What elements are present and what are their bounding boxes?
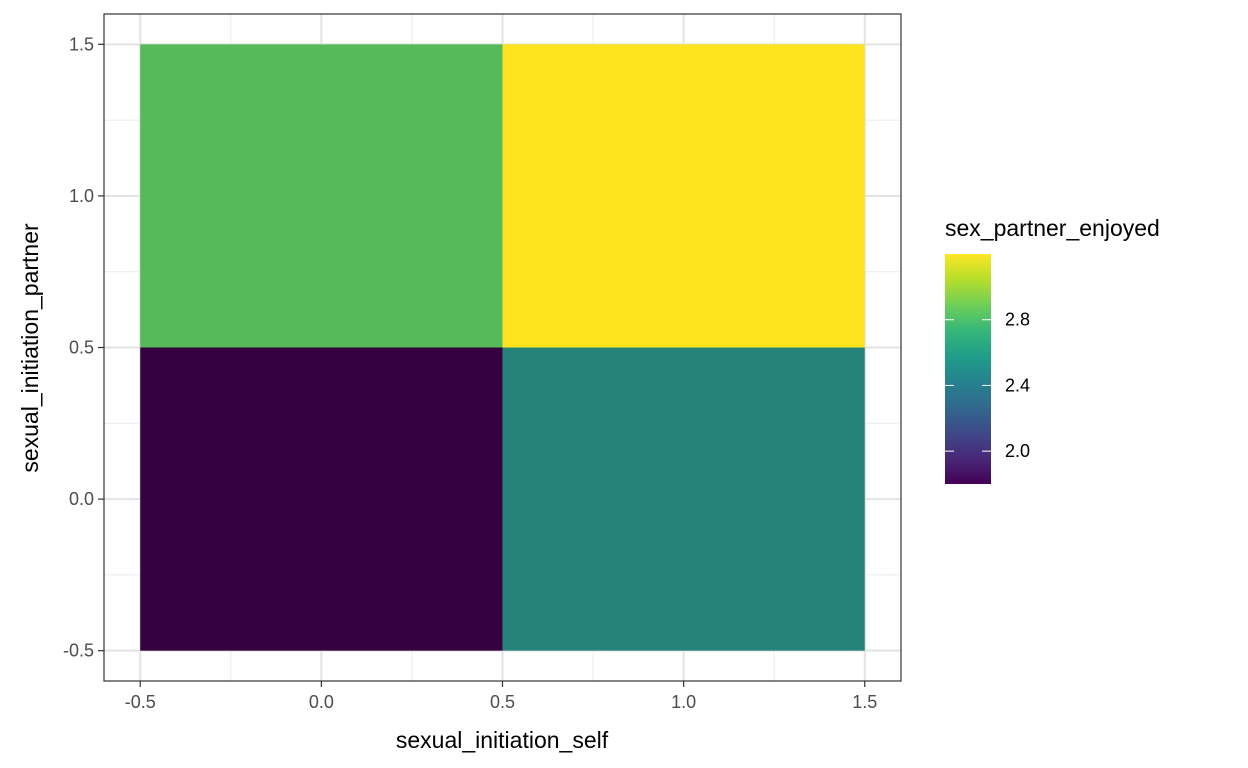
x-tick-label: 0.0 — [309, 692, 334, 712]
legend-colorbar — [945, 254, 991, 484]
legend-ticks: 2.0 2.4 2.8 — [945, 310, 1030, 461]
y-tick-label: 0.0 — [69, 489, 94, 509]
legend: sex_partner_enjoyed 2.0 2.4 2.8 — [945, 215, 1160, 484]
y-tick-label: -0.5 — [63, 641, 94, 661]
heatmap-cells — [140, 44, 865, 651]
y-tick-label: 1.0 — [69, 186, 94, 206]
heatmap-cell — [502, 347, 865, 651]
heatmap-cell — [140, 44, 503, 348]
y-axis-title: sexual_initiation_partner — [17, 223, 43, 473]
y-axis: -0.5 0.0 0.5 1.0 1.5 — [63, 34, 104, 661]
legend-title: sex_partner_enjoyed — [945, 215, 1160, 241]
x-axis: -0.5 0.0 0.5 1.0 1.5 — [125, 681, 877, 712]
y-tick-label: 1.5 — [69, 34, 94, 54]
legend-tick-label: 2.8 — [1005, 310, 1030, 330]
x-tick-label: 1.5 — [852, 692, 877, 712]
legend-tick-label: 2.4 — [1005, 375, 1030, 395]
x-axis-title: sexual_initiation_self — [396, 727, 609, 753]
x-tick-label: -0.5 — [125, 692, 156, 712]
y-tick-label: 0.5 — [69, 338, 94, 358]
heatmap-cell — [140, 347, 503, 651]
legend-tick-label: 2.0 — [1005, 441, 1030, 461]
x-tick-label: 1.0 — [671, 692, 696, 712]
x-tick-label: 0.5 — [490, 692, 515, 712]
heatmap-cell — [502, 44, 865, 348]
